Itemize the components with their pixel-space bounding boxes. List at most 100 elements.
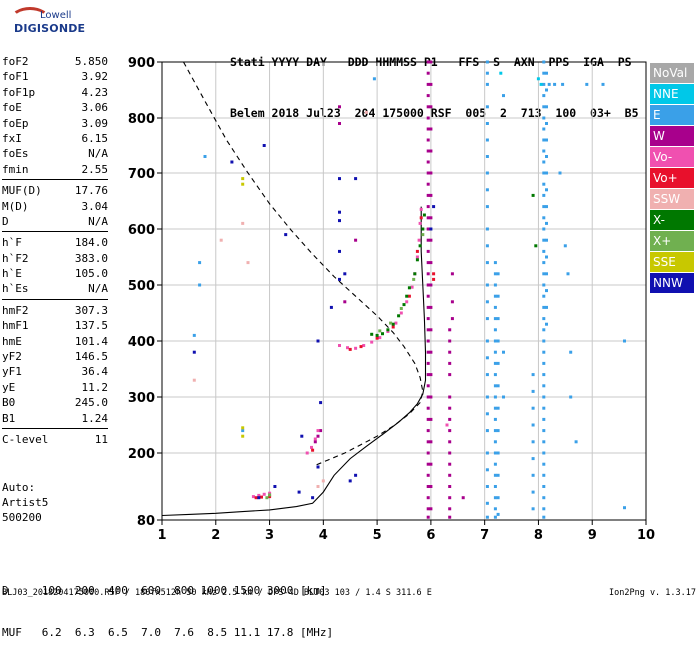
echo-point-sse <box>241 177 245 181</box>
echo-point-e <box>493 406 497 410</box>
echo-point-e <box>531 473 535 477</box>
echo-point-e <box>493 496 497 500</box>
echo-point-w <box>429 193 433 197</box>
echo-point-e <box>496 496 500 500</box>
echo-point-w <box>426 305 430 309</box>
legend-item-sse: SSE <box>650 252 694 272</box>
echo-point-sse <box>241 434 245 438</box>
echo-point-e <box>542 305 546 309</box>
legend-item-xplus: X+ <box>650 231 694 251</box>
param-value: 3.92 <box>81 70 109 84</box>
echo-point-vominus <box>310 445 313 449</box>
echo-point-w <box>429 350 433 354</box>
echo-point-e <box>493 429 497 433</box>
param-name: B0 <box>2 396 16 410</box>
echo-point-w <box>448 515 452 519</box>
echo-point-e <box>623 506 626 510</box>
param-row: h`Es N/A <box>2 281 108 296</box>
param-separator <box>2 231 108 235</box>
d-muf-table: D 100 200 400 600 800 1000 1500 3000 [km… <box>2 556 333 654</box>
echo-point-e <box>496 473 500 477</box>
param-value: 3.09 <box>81 116 109 130</box>
echo-point-e <box>545 305 548 309</box>
echo-point-e <box>542 216 546 220</box>
echo-point-vominus <box>362 344 366 347</box>
echo-point-nnw <box>319 401 323 405</box>
echo-point-xminus <box>370 332 374 336</box>
echo-point-w <box>426 294 430 298</box>
y-tick-label: 400 <box>128 335 155 350</box>
echo-point-e <box>493 305 497 309</box>
param-value: 6.15 <box>81 131 109 145</box>
echo-point-vominus <box>405 300 409 304</box>
echo-point-w <box>426 171 430 175</box>
param-row: foEs N/A <box>2 146 108 161</box>
echo-point-e <box>531 423 535 427</box>
echo-point-e <box>542 317 546 321</box>
echo-point-xplus <box>268 493 272 497</box>
echo-point-e <box>496 451 500 455</box>
echo-point-xplus <box>378 329 382 333</box>
echo-point-vominus <box>419 207 423 211</box>
echo-point-w <box>429 60 433 64</box>
param-value: 3.04 <box>81 199 109 213</box>
echo-point-e <box>485 138 489 142</box>
echo-point-nnw <box>338 249 341 253</box>
echo-point-e <box>563 244 567 248</box>
echo-point-e <box>623 339 626 343</box>
echo-point-e <box>542 417 546 421</box>
echo-point-w <box>426 227 430 231</box>
echo-point-e <box>542 171 546 175</box>
echo-point-w <box>448 395 452 399</box>
legend-item-nnw: NNW <box>650 273 694 293</box>
legend-item-nne: NNE <box>650 84 694 104</box>
echo-point-voplus <box>432 272 436 276</box>
echo-point-e <box>542 127 546 131</box>
echo-point-e <box>485 244 489 248</box>
echo-point-e <box>502 350 505 354</box>
echo-point-vominus <box>354 346 358 350</box>
echo-point-vominus <box>410 285 414 289</box>
echo-point-w <box>426 406 430 410</box>
param-row: yE 11.2 <box>2 380 108 395</box>
param-value: N/A <box>88 282 108 296</box>
echo-point-e <box>493 395 497 399</box>
param-name: fmin <box>2 162 29 176</box>
echo-point-e <box>545 221 548 225</box>
echo-point-ssw <box>219 238 223 242</box>
echo-point-nnw <box>338 177 341 181</box>
param-name: fxI <box>2 131 22 145</box>
param-value: 146.5 <box>74 350 108 364</box>
echo-point-xminus <box>391 322 395 326</box>
y-tick-label: 300 <box>128 391 155 406</box>
echo-point-e <box>542 406 546 410</box>
echo-point-e <box>542 451 546 455</box>
echo-point-w <box>426 451 430 455</box>
echo-point-e <box>241 429 245 433</box>
param-name: h`Es <box>2 282 29 296</box>
echo-point-voplus <box>419 216 423 220</box>
echo-point-w <box>429 105 433 109</box>
param-value: 137.5 <box>74 319 108 333</box>
echo-point-w <box>426 94 430 98</box>
echo-point-e <box>542 339 546 343</box>
echo-point-vominus <box>418 221 422 225</box>
echo-point-e <box>601 82 605 86</box>
param-value: 11 <box>94 432 108 446</box>
echo-point-e <box>545 205 548 209</box>
param-value: 307.3 <box>74 303 108 317</box>
echo-point-e <box>493 361 497 365</box>
echo-point-e <box>485 412 489 416</box>
echo-point-e <box>493 272 497 276</box>
param-name: foEs <box>2 147 29 161</box>
echo-point-e <box>545 272 548 276</box>
echo-point-voplus <box>415 249 419 253</box>
echo-point-e <box>531 440 535 444</box>
echo-point-e <box>574 440 578 444</box>
echo-point-e <box>496 429 500 433</box>
auto-version: 500200 <box>2 511 42 524</box>
echo-point-w <box>426 82 430 86</box>
echo-point-w <box>429 82 433 86</box>
echo-point-e <box>496 339 500 343</box>
echo-point-e <box>542 160 546 164</box>
